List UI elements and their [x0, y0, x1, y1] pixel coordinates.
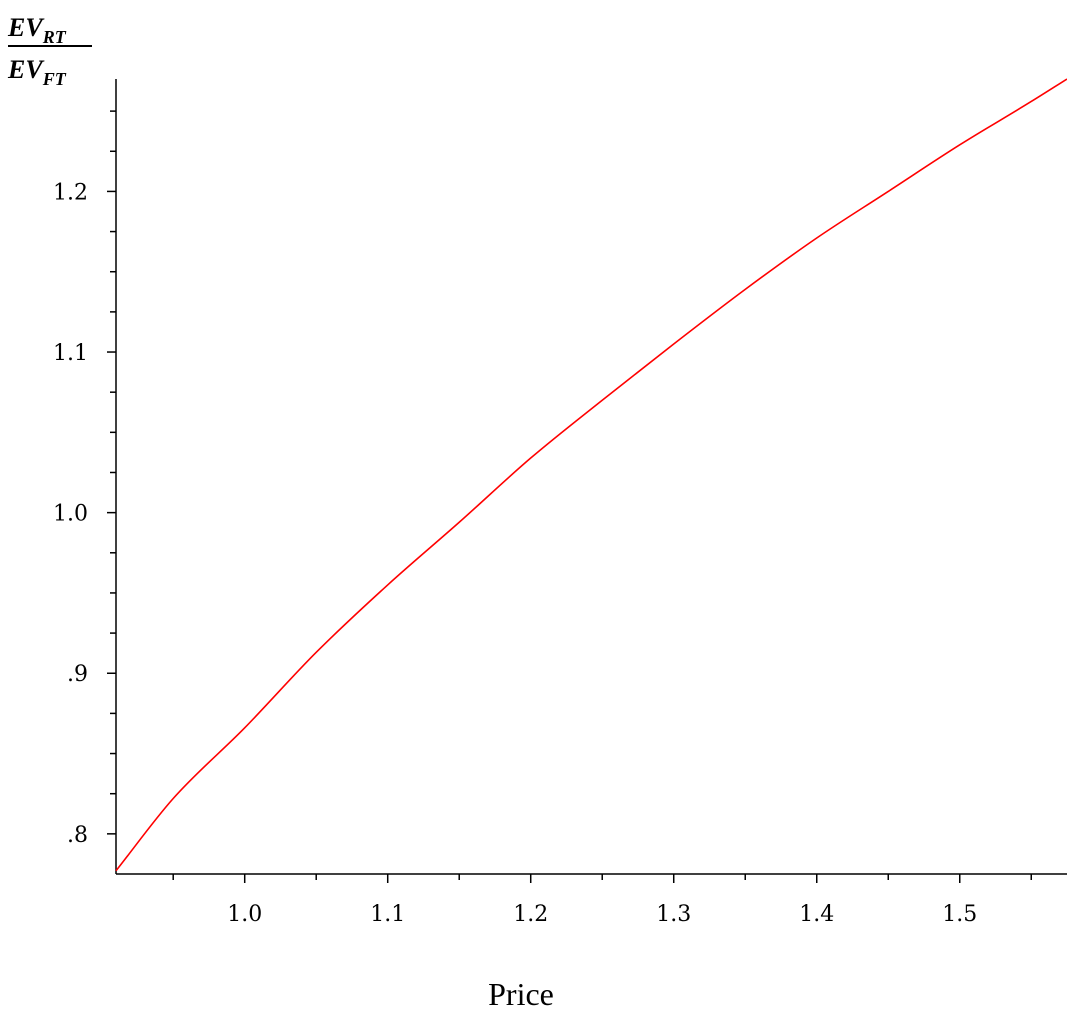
y-label-numerator: EVRT: [7, 13, 67, 47]
x-ticks: [172, 874, 1032, 883]
y-tick-label: 1.0: [53, 502, 88, 527]
y-tick-label: .8: [67, 823, 88, 848]
x-tick-label: 1.1: [370, 902, 405, 927]
x-tick-label: 1.2: [513, 902, 548, 927]
series-line: [115, 78, 1067, 872]
y-tick-labels: .8 .9 1.0 1.1 1.2: [53, 180, 88, 847]
y-label-denominator-sub: FT: [42, 69, 67, 89]
y-axis-label: EVRT EVFT: [7, 13, 92, 89]
y-label-numerator-sub: RT: [42, 27, 67, 47]
y-label-numerator-main: EV: [7, 13, 45, 42]
x-tick-labels: 1.0 1.1 1.2 1.3 1.4 1.5: [227, 902, 977, 927]
y-tick-label: .9: [67, 662, 88, 687]
x-tick-label: 1.0: [227, 902, 262, 927]
y-tick-label: 1.1: [53, 341, 88, 366]
y-label-denominator: EVFT: [7, 55, 67, 89]
axes: [115, 79, 1067, 875]
y-tick-label: 1.2: [53, 180, 88, 205]
x-tick-label: 1.5: [942, 902, 977, 927]
y-label-denominator-main: EV: [7, 55, 45, 84]
x-axis-title: Price: [488, 976, 554, 1012]
x-tick-label: 1.4: [799, 902, 834, 927]
series-layer: [115, 78, 1067, 872]
x-tick-label: 1.3: [656, 902, 691, 927]
y-ticks: [107, 110, 116, 835]
